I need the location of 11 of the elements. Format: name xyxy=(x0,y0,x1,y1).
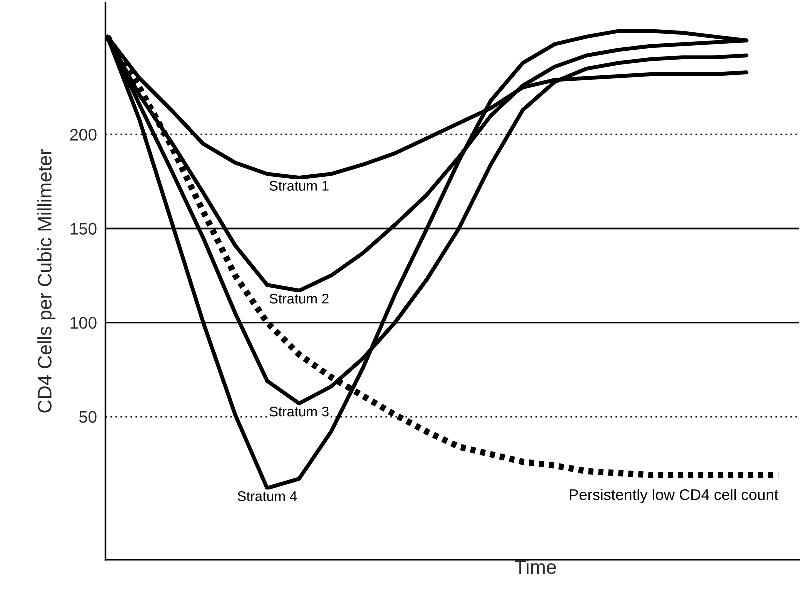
x-axis-title: Time xyxy=(515,560,556,574)
series-label: Persistently low CD4 cell count xyxy=(570,489,779,504)
series-label: Stratum 2 xyxy=(270,294,329,304)
y-tick-label: 150 xyxy=(70,223,97,235)
y-axis-title: CD4 Cells per Cubic Millimeter xyxy=(38,149,56,413)
y-tick-label: 200 xyxy=(70,129,97,141)
series-label: Stratum 3 xyxy=(270,406,329,417)
series-label: Stratum 1 xyxy=(270,181,329,191)
y-tick-label: 100 xyxy=(70,317,97,330)
y-tick-label: 50 xyxy=(80,411,97,424)
series-label: Stratum 4 xyxy=(238,492,298,502)
